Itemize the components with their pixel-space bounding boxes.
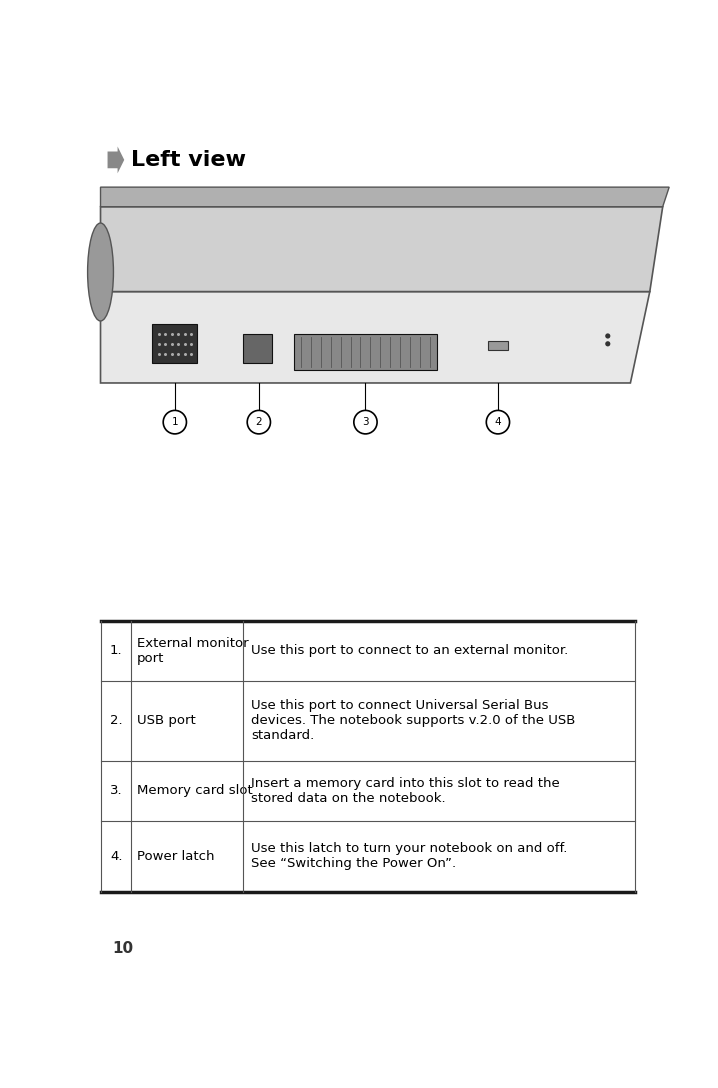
Polygon shape [101, 187, 669, 207]
Text: External monitor
port: External monitor port [137, 636, 248, 665]
Circle shape [247, 410, 271, 434]
FancyBboxPatch shape [488, 341, 508, 350]
Polygon shape [108, 147, 124, 173]
Circle shape [163, 410, 187, 434]
Polygon shape [101, 292, 650, 383]
FancyBboxPatch shape [294, 334, 437, 370]
Circle shape [486, 410, 510, 434]
Text: Use this port to connect to an external monitor.: Use this port to connect to an external … [251, 644, 569, 657]
Ellipse shape [88, 223, 113, 321]
Text: 10: 10 [112, 941, 133, 955]
Text: 4.: 4. [110, 850, 123, 863]
Text: 4: 4 [495, 417, 501, 428]
Circle shape [605, 342, 610, 346]
FancyBboxPatch shape [152, 324, 197, 363]
Text: 2.: 2. [110, 714, 123, 727]
Text: 3.: 3. [110, 784, 123, 798]
Text: USB port: USB port [137, 714, 196, 727]
Circle shape [605, 333, 610, 338]
FancyBboxPatch shape [243, 334, 272, 363]
Text: 1: 1 [172, 417, 178, 428]
Text: Use this port to connect Universal Serial Bus
devices. The notebook supports v.2: Use this port to connect Universal Seria… [251, 700, 576, 742]
Circle shape [354, 410, 377, 434]
Text: 1.: 1. [110, 644, 123, 657]
Text: Power latch: Power latch [137, 850, 215, 863]
Text: Memory card slot: Memory card slot [137, 784, 253, 798]
Text: Left view: Left view [131, 150, 246, 170]
Text: 3: 3 [362, 417, 369, 428]
Text: 2: 2 [256, 417, 262, 428]
Text: Use this latch to turn your notebook on and off.
See “Switching the Power On”.: Use this latch to turn your notebook on … [251, 842, 567, 870]
Text: Insert a memory card into this slot to read the
stored data on the notebook.: Insert a memory card into this slot to r… [251, 777, 560, 805]
Polygon shape [101, 207, 663, 292]
